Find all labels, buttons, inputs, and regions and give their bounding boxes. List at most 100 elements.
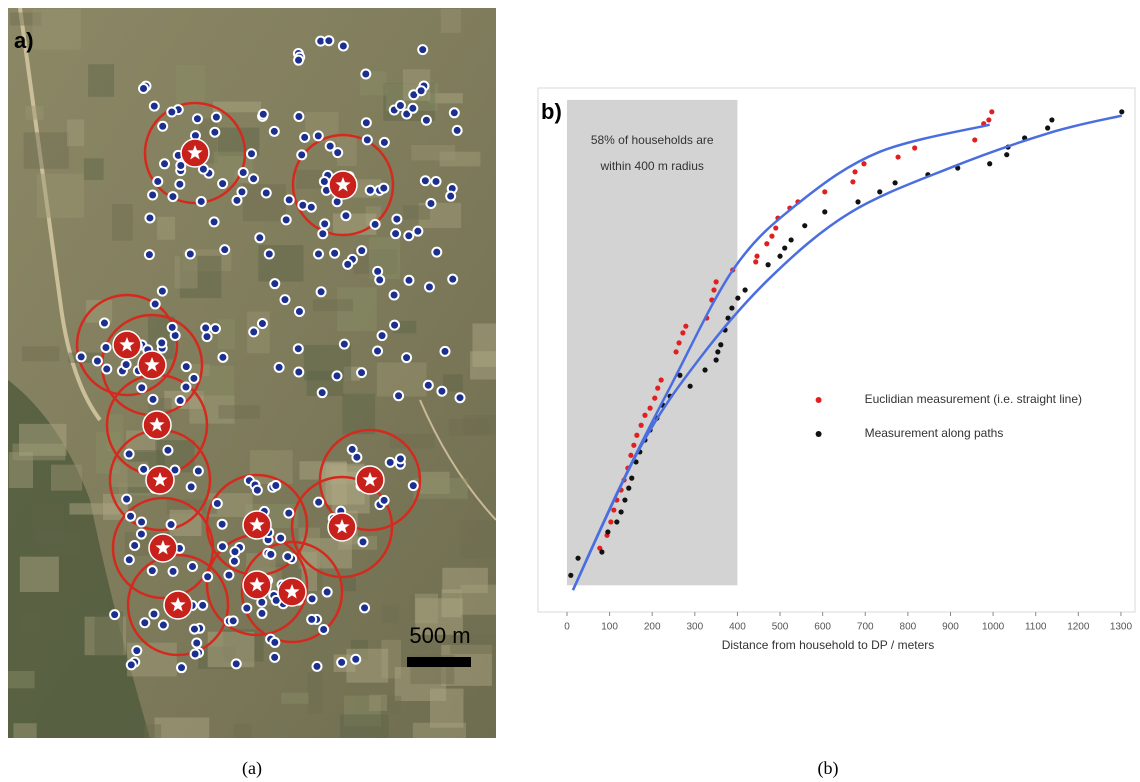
household: [329, 247, 341, 259]
household: [360, 117, 372, 129]
household: [376, 330, 388, 342]
legend-label: Measurement along paths: [865, 426, 1004, 440]
field: [419, 471, 450, 494]
x-tick-label: 500: [772, 622, 789, 633]
household: [136, 516, 148, 528]
household: [157, 120, 169, 132]
field: [8, 452, 33, 489]
point: [1049, 117, 1055, 123]
household: [359, 602, 371, 614]
field: [198, 646, 236, 669]
household: [147, 393, 159, 405]
field: [453, 695, 472, 709]
dp-star: [170, 597, 186, 612]
field: [394, 667, 447, 701]
household: [136, 382, 148, 394]
point: [687, 383, 693, 389]
field: [301, 538, 352, 569]
household: [209, 126, 221, 138]
household: [419, 175, 431, 187]
point: [597, 545, 603, 551]
household: [420, 114, 432, 126]
household: [293, 54, 305, 66]
household: [342, 258, 354, 270]
household: [135, 528, 147, 540]
household: [337, 40, 349, 52]
field: [12, 443, 66, 461]
field: [84, 616, 126, 656]
field: [450, 634, 496, 654]
dp-star: [187, 145, 203, 160]
household: [356, 367, 368, 379]
point: [622, 497, 628, 503]
household: [417, 44, 429, 56]
household: [306, 613, 318, 625]
household: [318, 624, 330, 636]
household: [216, 541, 228, 553]
field: [21, 346, 60, 362]
field: [85, 300, 113, 323]
x-tick-label: 300: [686, 622, 703, 633]
point: [683, 323, 689, 329]
household: [138, 82, 150, 94]
point: [777, 253, 783, 259]
household: [217, 351, 229, 363]
household: [316, 387, 328, 399]
household: [315, 286, 327, 298]
household: [340, 210, 352, 222]
household: [415, 85, 427, 97]
household: [228, 555, 240, 567]
household: [185, 481, 197, 493]
point: [631, 442, 637, 448]
household: [174, 178, 186, 190]
household: [436, 385, 448, 397]
field: [442, 567, 488, 594]
household: [374, 274, 386, 286]
caption: (b): [818, 758, 839, 779]
household: [263, 248, 275, 260]
household: [270, 479, 282, 491]
field: [67, 119, 85, 147]
dp-star: [284, 584, 300, 599]
point: [972, 137, 978, 143]
household: [231, 194, 243, 206]
household: [312, 248, 324, 260]
field: [369, 694, 388, 712]
household: [282, 551, 294, 563]
panel-label: a): [14, 28, 34, 53]
household: [389, 319, 401, 331]
field: [307, 671, 324, 714]
x-tick-label: 1000: [982, 622, 1005, 633]
field: [429, 688, 464, 728]
household: [279, 294, 291, 306]
household: [293, 366, 305, 378]
field: [50, 464, 83, 491]
field: [157, 216, 176, 240]
household: [394, 453, 406, 465]
household: [296, 149, 308, 161]
point: [718, 342, 724, 348]
household: [227, 615, 239, 627]
field: [217, 319, 235, 350]
household: [248, 173, 260, 185]
household: [369, 218, 381, 230]
point: [608, 519, 614, 525]
household: [156, 337, 168, 349]
household: [223, 569, 235, 581]
legend-marker: [815, 431, 822, 437]
household: [384, 456, 396, 468]
household: [167, 191, 179, 203]
household: [174, 395, 186, 407]
household: [431, 246, 443, 258]
point: [822, 189, 828, 195]
household: [256, 318, 268, 330]
household: [430, 175, 442, 187]
household: [321, 586, 333, 598]
point: [912, 145, 918, 151]
household: [125, 510, 137, 522]
household: [439, 345, 451, 357]
field: [460, 584, 496, 615]
household: [305, 201, 317, 213]
point: [614, 519, 620, 525]
